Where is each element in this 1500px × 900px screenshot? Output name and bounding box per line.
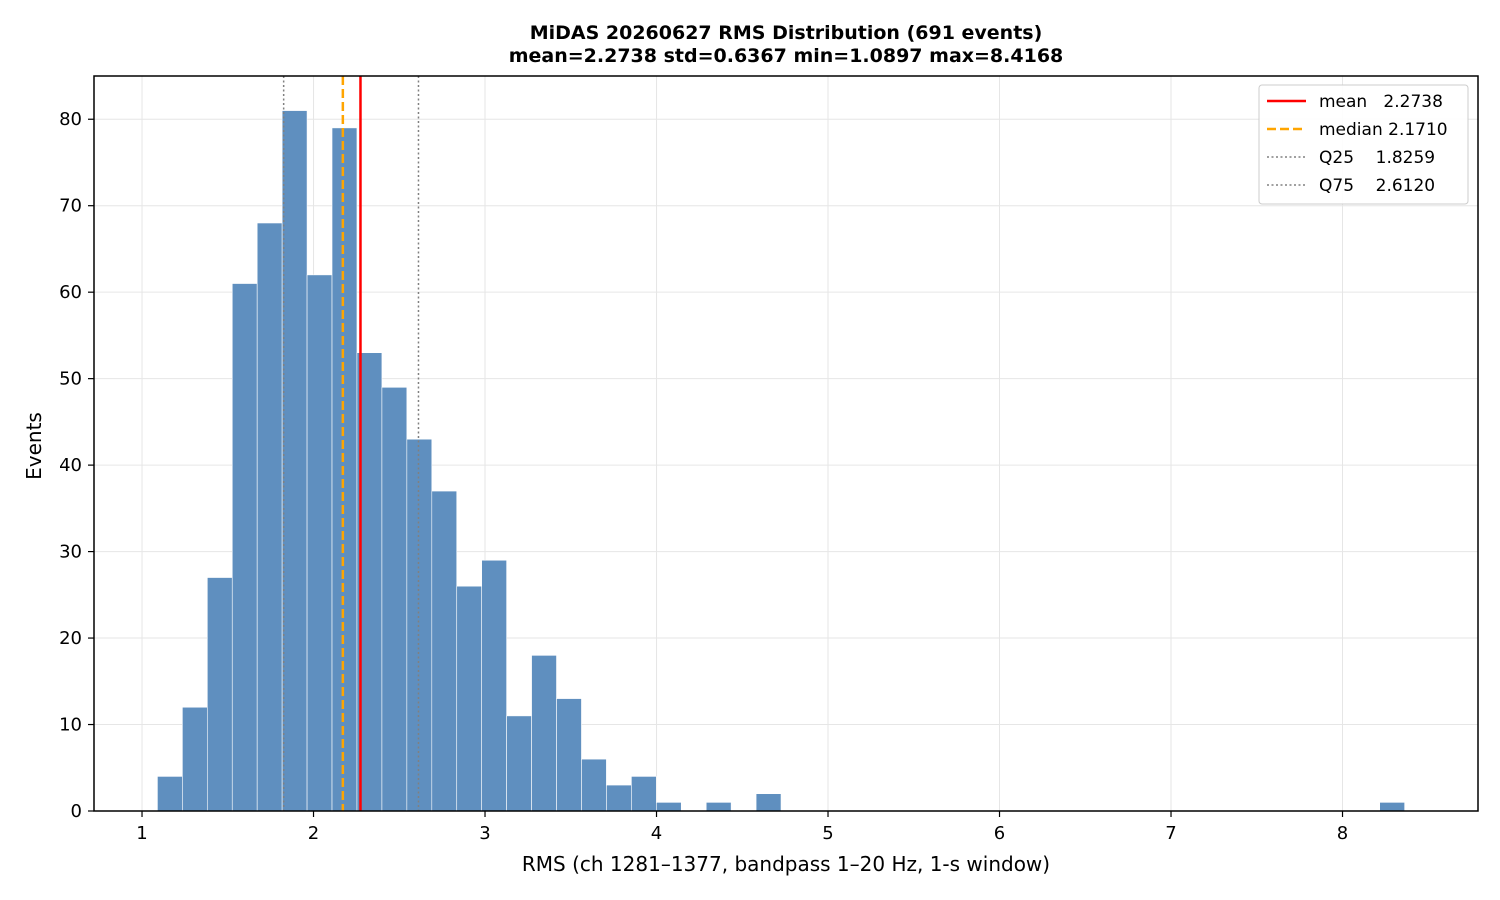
histogram-bar	[231, 283, 258, 812]
y-axis-ticks: 0 10 20 30 40 50 60 70 80	[59, 109, 94, 822]
histogram-bar	[256, 222, 283, 812]
legend-label: Q25 1.8259	[1319, 148, 1435, 168]
histogram-bar	[456, 585, 482, 812]
histogram-bar	[281, 110, 308, 812]
x-tick-label: 8	[1337, 823, 1348, 844]
legend: mean 2.2738 median 2.1710 Q25 1.8259 Q75 2.…	[1258, 84, 1469, 205]
x-axis-ticks: 1 2 3 4 5 6 7 8	[136, 811, 1348, 844]
histogram-bar	[306, 274, 333, 812]
histogram-bar	[406, 438, 433, 812]
y-tick-label: 30	[59, 542, 82, 563]
histogram-bar	[631, 776, 657, 812]
y-tick-label: 80	[59, 109, 82, 130]
y-tick-label: 10	[59, 715, 82, 736]
histogram-bar	[656, 802, 682, 812]
histogram-bar	[531, 655, 557, 812]
histogram-bar	[556, 698, 582, 812]
x-tick-label: 2	[308, 823, 319, 844]
histogram-bars	[157, 110, 1405, 812]
x-axis-label: RMS (ch 1281–1377, bandpass 1–20 Hz, 1-s…	[522, 852, 1050, 876]
histogram-bar	[431, 490, 458, 812]
legend-box	[1258, 84, 1469, 205]
histogram-bar	[506, 715, 532, 812]
y-tick-label: 60	[59, 282, 82, 303]
histogram-bar	[481, 559, 507, 812]
y-tick-label: 40	[59, 455, 82, 476]
legend-label: median 2.1710	[1319, 120, 1448, 140]
histogram-bar	[705, 802, 732, 812]
histogram-bar	[157, 776, 183, 812]
chart-subtitle: mean=2.2738 std=0.6367 min=1.0897 max=8.…	[509, 45, 1064, 67]
x-tick-label: 6	[994, 823, 1005, 844]
x-tick-label: 7	[1165, 823, 1176, 844]
x-tick-label: 1	[136, 823, 147, 844]
legend-label: Q75 2.6120	[1319, 176, 1435, 196]
y-tick-label: 50	[59, 369, 82, 390]
chart-title: MiDAS 20260627 RMS Distribution (691 eve…	[530, 22, 1043, 44]
x-tick-label: 4	[651, 823, 662, 844]
y-tick-label: 70	[59, 196, 82, 217]
legend-items: mean 2.2738 median 2.1710 Q25 1.8259 Q75 2.…	[1267, 92, 1448, 196]
y-axis-label: Events	[22, 412, 46, 480]
plot-frame	[93, 75, 1479, 812]
histogram-bar	[381, 386, 408, 812]
histogram-bar	[1379, 802, 1405, 812]
y-tick-label: 0	[71, 801, 82, 822]
histogram-bar	[331, 127, 358, 812]
histogram-bar	[606, 784, 632, 812]
histogram-bar	[755, 793, 782, 812]
x-tick-label: 3	[479, 823, 490, 844]
y-tick-label: 20	[59, 628, 82, 649]
x-tick-label: 5	[822, 823, 833, 844]
histogram-bar	[206, 577, 233, 812]
histogram-bar	[581, 758, 607, 812]
legend-label: mean 2.2738	[1319, 92, 1443, 112]
histogram-bar	[182, 706, 208, 812]
stat-lines	[282, 76, 420, 811]
